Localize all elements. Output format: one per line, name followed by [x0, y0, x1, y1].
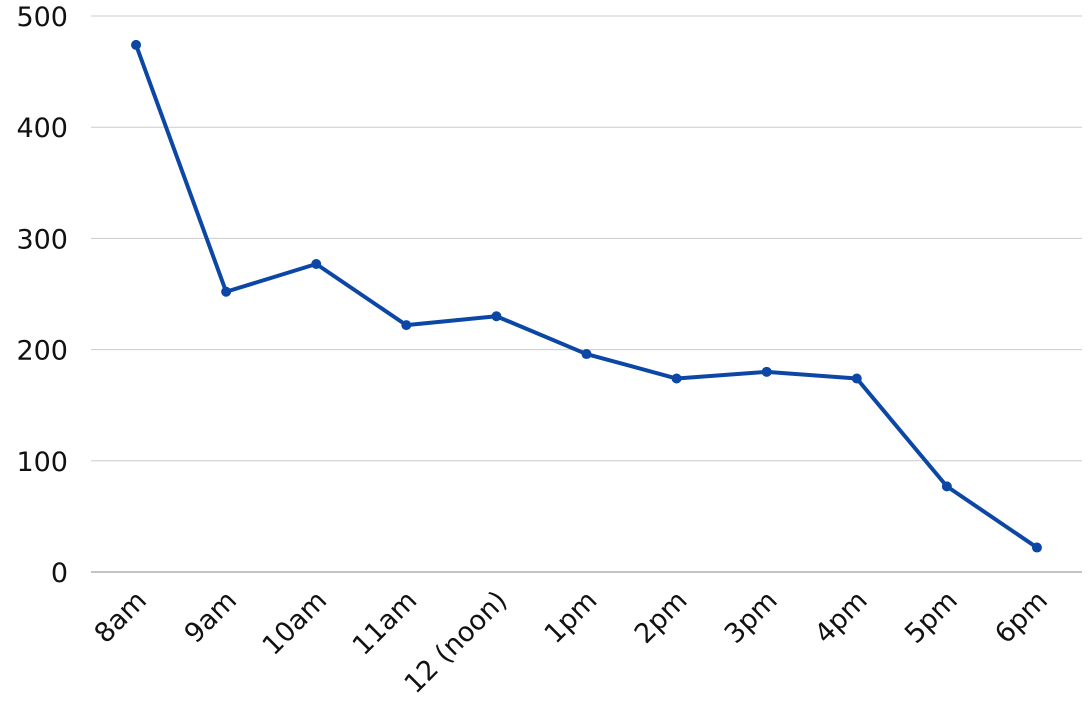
point [671, 373, 682, 384]
point [1031, 542, 1042, 553]
point [851, 373, 862, 384]
x-tick-label: 6pm [989, 585, 1054, 650]
x-tick-label: 5pm [899, 585, 964, 650]
y-tick-label: 100 [16, 447, 68, 478]
y-tick-label: 400 [16, 113, 68, 144]
y-tick-label: 0 [51, 558, 68, 589]
x-tick-label: 3pm [719, 585, 784, 650]
y-tick-label: 500 [16, 2, 68, 33]
x-tick-label: 8am [89, 585, 153, 649]
line [134, 44, 1039, 550]
point [131, 39, 142, 50]
point [761, 366, 772, 377]
y-tick-label: 300 [16, 224, 68, 255]
point [311, 258, 322, 269]
point [401, 320, 412, 331]
x-tick-label: 2pm [629, 585, 694, 650]
point [491, 311, 502, 322]
x-tick-label: 4pm [809, 585, 874, 650]
point [221, 286, 232, 297]
x-tick-label: 10am [257, 585, 334, 662]
x-tick-label: 9am [179, 585, 243, 649]
point [941, 481, 952, 492]
y-tick-label: 200 [16, 336, 68, 367]
point [581, 349, 592, 360]
x-tick-label: 11am [347, 585, 424, 662]
x-tick-label: 1pm [539, 585, 604, 650]
